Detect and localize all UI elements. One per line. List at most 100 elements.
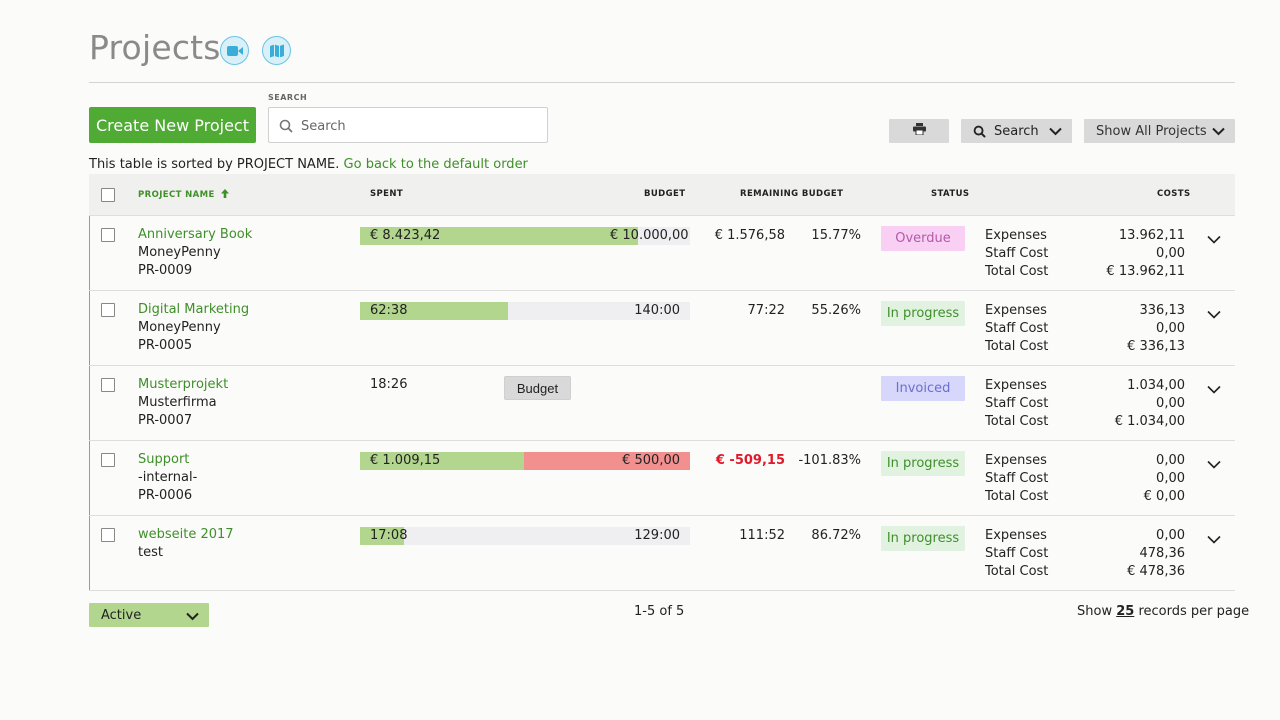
project-name-link[interactable]: Anniversary Book: [138, 227, 253, 242]
select-all-checkbox[interactable]: [101, 188, 115, 202]
search-dropdown-button[interactable]: Search: [961, 119, 1072, 143]
spent-value: 18:26: [370, 377, 408, 392]
per-page-selector[interactable]: 25: [1116, 604, 1135, 619]
video-camera-icon[interactable]: [220, 36, 249, 65]
cost-values: 0,00 478,36 € 478,36: [1127, 528, 1185, 579]
sort-ascending-icon: [221, 189, 230, 198]
search-field[interactable]: [268, 107, 548, 143]
budget-bar-spent: [360, 302, 508, 320]
expand-chevron-icon[interactable]: [1207, 379, 1221, 398]
remaining-percent: 55.26%: [811, 303, 861, 318]
sort-info-text: This table is sorted by PROJECT NAME.: [89, 157, 340, 172]
map-icon[interactable]: [262, 36, 291, 65]
cost-labels: Expenses Staff Cost Total Cost: [985, 378, 1049, 429]
chevron-down-icon: [1049, 125, 1062, 140]
client-name: MoneyPenny: [138, 320, 221, 335]
remaining-percent: 15.77%: [811, 228, 861, 243]
set-budget-button[interactable]: Budget: [504, 376, 571, 400]
budget-value: 140:00: [634, 303, 680, 318]
cost-labels: Expenses Staff Cost Total Cost: [985, 303, 1049, 354]
title-divider: [89, 82, 1235, 83]
client-name: Musterfirma: [138, 395, 217, 410]
remaining-budget: € 1.576,58: [714, 228, 785, 243]
spent-value: € 1.009,15: [370, 453, 441, 468]
budget-bar-track: [360, 527, 690, 545]
spent-value: 62:38: [370, 303, 408, 318]
table-row[interactable]: Support -internal- PR-0006 € 1.009,15 € …: [89, 441, 1235, 516]
expand-chevron-icon[interactable]: [1207, 229, 1221, 248]
budget-bar-spent: [360, 452, 524, 470]
spent-value: € 8.423,42: [370, 228, 441, 243]
row-checkbox[interactable]: [101, 303, 115, 317]
expand-chevron-icon[interactable]: [1207, 529, 1221, 548]
status-badge: In progress: [881, 451, 965, 476]
column-header-status[interactable]: STATUS: [931, 189, 970, 199]
print-button[interactable]: [889, 119, 949, 143]
client-name: -internal-: [138, 470, 198, 485]
cost-values: 1.034,00 0,00 € 1.034,00: [1114, 378, 1185, 429]
table-row[interactable]: webseite 2017 test 17:08 129:00 111:52 8…: [89, 516, 1235, 591]
projects-table: PROJECT NAME SPENT BUDGET REMAINING BUDG…: [89, 174, 1235, 591]
search-input[interactable]: [301, 116, 541, 136]
search-icon: [973, 125, 986, 138]
row-checkbox[interactable]: [101, 528, 115, 542]
pagination-info: 1-5 of 5: [634, 604, 685, 619]
table-row[interactable]: Anniversary Book MoneyPenny PR-0009 € 8.…: [89, 216, 1235, 291]
project-name-link[interactable]: Support: [138, 452, 190, 467]
row-checkbox[interactable]: [101, 378, 115, 392]
row-checkbox[interactable]: [101, 453, 115, 467]
cost-labels: Expenses Staff Cost Total Cost: [985, 528, 1049, 579]
page-title: Projects: [89, 28, 221, 67]
project-code: PR-0006: [138, 488, 193, 503]
table-header: PROJECT NAME SPENT BUDGET REMAINING BUDG…: [89, 174, 1235, 216]
sort-info: This table is sorted by PROJECT NAME. Go…: [89, 157, 528, 172]
project-name-link[interactable]: Digital Marketing: [138, 302, 250, 317]
column-header-budget[interactable]: BUDGET: [644, 189, 686, 199]
budget-bar-overrun: [524, 452, 690, 470]
project-code: PR-0005: [138, 338, 193, 353]
expand-chevron-icon[interactable]: [1207, 304, 1221, 323]
column-header-remaining-budget[interactable]: REMAINING BUDGET: [740, 189, 844, 199]
column-header-costs[interactable]: COSTS: [1157, 189, 1191, 199]
column-header-spent[interactable]: SPENT: [370, 189, 404, 199]
budget-bar-spent: [360, 227, 638, 245]
remaining-budget: 111:52: [739, 528, 785, 543]
status-badge: In progress: [881, 301, 965, 326]
budget-value: € 10.000,00: [610, 228, 689, 243]
chevron-down-icon: [186, 610, 199, 625]
records-per-page: Show 25 records per page: [1077, 604, 1250, 619]
row-checkbox[interactable]: [101, 228, 115, 242]
column-header-project-name[interactable]: PROJECT NAME: [138, 189, 230, 200]
search-button-label: Search: [994, 123, 1039, 139]
project-code: PR-0009: [138, 263, 193, 278]
table-row[interactable]: Musterprojekt Musterfirma PR-0007 18:26 …: [89, 366, 1235, 441]
status-badge: In progress: [881, 526, 965, 551]
table-row[interactable]: Digital Marketing MoneyPenny PR-0005 62:…: [89, 291, 1235, 366]
default-order-link[interactable]: Go back to the default order: [343, 157, 528, 172]
show-all-projects-dropdown[interactable]: Show All Projects: [1084, 119, 1235, 143]
remaining-budget: € -509,15: [715, 453, 785, 468]
print-icon: [912, 123, 926, 139]
remaining-budget: 77:22: [747, 303, 785, 318]
chevron-down-icon: [1212, 125, 1225, 140]
show-all-label: Show All Projects: [1096, 123, 1207, 139]
project-name-link[interactable]: Musterprojekt: [138, 377, 229, 392]
cost-values: 0,00 0,00 € 0,00: [1143, 453, 1185, 504]
client-name: test: [138, 545, 163, 560]
cost-values: 13.962,11 0,00 € 13.962,11: [1106, 228, 1185, 279]
expand-chevron-icon[interactable]: [1207, 454, 1221, 473]
status-filter-dropdown[interactable]: Active: [89, 603, 209, 627]
search-label: SEARCH: [268, 93, 308, 102]
project-name-link[interactable]: webseite 2017: [138, 527, 234, 542]
create-new-project-button[interactable]: Create New Project: [89, 107, 256, 143]
cost-values: 336,13 0,00 € 336,13: [1127, 303, 1185, 354]
remaining-percent: 86.72%: [811, 528, 861, 543]
spent-value: 17:08: [370, 528, 408, 543]
cost-labels: Expenses Staff Cost Total Cost: [985, 453, 1049, 504]
budget-value: 129:00: [634, 528, 680, 543]
status-badge: Invoiced: [881, 376, 965, 401]
client-name: MoneyPenny: [138, 245, 221, 260]
status-filter-value: Active: [101, 607, 142, 623]
search-icon: [279, 118, 293, 137]
budget-value: € 500,00: [622, 453, 680, 468]
